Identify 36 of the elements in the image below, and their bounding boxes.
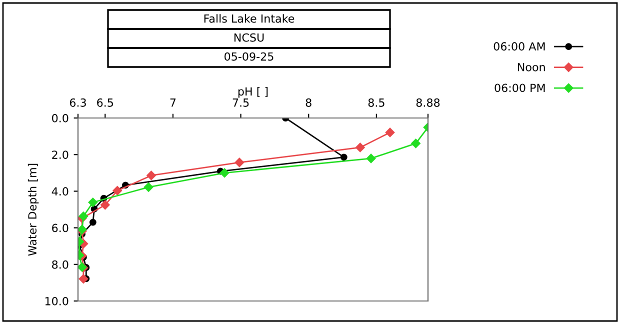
point <box>411 138 420 148</box>
x-axis-title: pH [ ] <box>238 87 268 98</box>
x-tick-label: 6.3 <box>70 98 86 107</box>
y-tick-label: 10.0 <box>45 296 68 306</box>
text: 05-09-25 <box>224 52 274 61</box>
point <box>385 128 395 138</box>
y-tick-label: 2.0 <box>52 150 68 159</box>
point <box>146 170 156 180</box>
x-tick-label: 8 <box>306 98 312 107</box>
point <box>234 158 244 168</box>
point <box>340 154 348 161</box>
y-tick-label: 4.0 <box>52 187 68 196</box>
point <box>144 182 154 192</box>
x-tick-label: 8.5 <box>368 98 384 107</box>
legend-label: 06:00 PM <box>494 84 545 92</box>
x-tick-label: 6.5 <box>97 98 113 107</box>
point <box>78 212 88 221</box>
point <box>88 198 98 207</box>
point <box>78 274 88 284</box>
y-tick-label: 0.0 <box>52 114 68 122</box>
y-axis-title: Water Depth [m] <box>28 164 39 256</box>
legend-label: Noon <box>518 63 545 72</box>
y-tick-label: 6.0 <box>52 224 68 232</box>
point <box>356 142 365 152</box>
x-tick-label: 8.88 <box>416 98 440 107</box>
chart-subtitle: NCSU <box>234 33 264 42</box>
y-tick-label: 8.0 <box>52 260 68 269</box>
point <box>366 154 376 164</box>
chart-title: Falls Lake Intake <box>204 14 294 23</box>
legend-label: 06:00 AM <box>494 42 545 51</box>
point <box>89 218 96 226</box>
point <box>100 200 110 210</box>
point <box>112 186 122 196</box>
x-tick-label: 7.5 <box>232 98 249 107</box>
point <box>220 168 230 178</box>
x-tick-label: 7 <box>170 98 176 107</box>
